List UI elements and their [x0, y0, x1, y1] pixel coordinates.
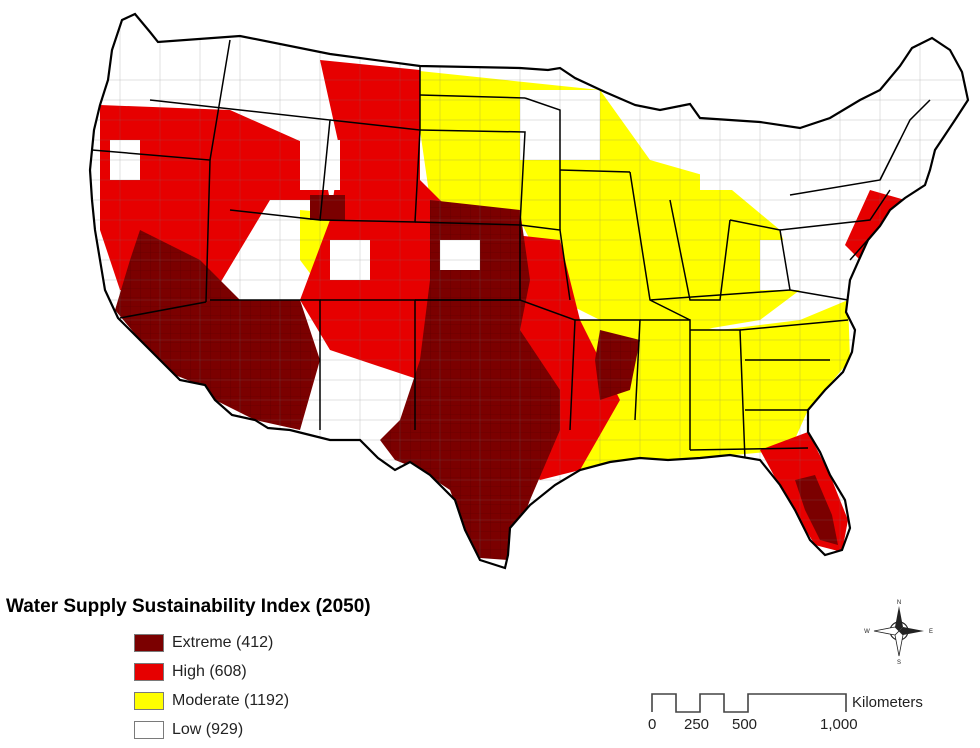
state-boundaries [91, 39, 931, 461]
legend-swatch-extreme [134, 633, 164, 652]
legend-swatch-moderate [134, 691, 164, 710]
region-high-eastcoast [845, 190, 905, 260]
scale-tick-250: 250 [684, 716, 710, 733]
map-canvas [88, 12, 970, 570]
legend-item-extreme: Extreme (412) [134, 628, 486, 657]
scale-bar: Kilometers 0 250 500 1,000 [640, 680, 960, 740]
legend-label-high: High (608) [172, 662, 247, 680]
legend-label-moderate: Moderate (1192) [172, 691, 290, 709]
compass-s: S [897, 660, 901, 666]
legend-item-low: Low (929) [134, 715, 486, 744]
map-legend: Water Supply Sustainability Index (2050)… [6, 596, 486, 744]
region-extreme-florida [795, 475, 838, 545]
region-extreme-wyoming [310, 195, 345, 220]
legend-swatch-high [134, 662, 164, 681]
legend-title: Water Supply Sustainability Index (2050) [6, 596, 371, 617]
us-county-map [88, 12, 970, 570]
legend-label-extreme: Extreme (412) [172, 633, 274, 651]
scale-unit: Kilometers [852, 694, 923, 711]
legend-item-moderate: Moderate (1192) [134, 686, 486, 715]
scale-tick-0: 0 [648, 716, 657, 733]
county-lines [90, 14, 968, 568]
north-arrow-compass-icon: N S E W [864, 596, 934, 666]
compass-n: N [897, 600, 901, 606]
scale-tick-1000: 1,000 [820, 716, 858, 733]
region-extreme-delta [595, 330, 640, 400]
compass-e: E [929, 629, 933, 635]
legend-swatch-low [134, 720, 164, 739]
county-fill-layer [90, 14, 968, 568]
legend-item-high: High (608) [134, 657, 486, 686]
compass-w: W [864, 629, 870, 635]
scale-bar-graphic [651, 693, 847, 713]
scale-tick-500: 500 [732, 716, 758, 733]
legend-label-low: Low (929) [172, 720, 244, 738]
